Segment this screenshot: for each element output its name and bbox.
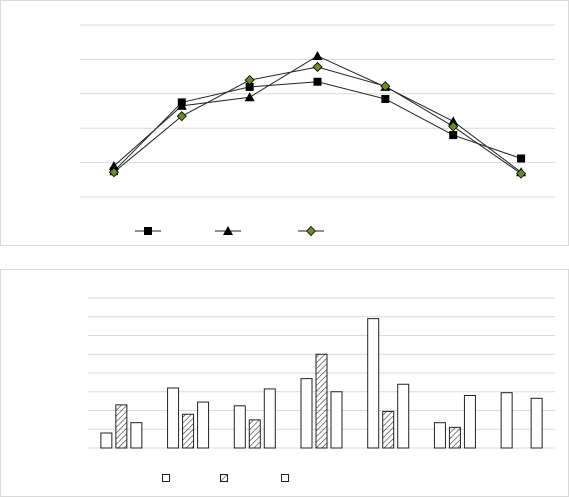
data-point: [314, 78, 322, 86]
bar: [183, 414, 194, 448]
bar: [501, 393, 512, 448]
legend-swatch: [282, 475, 289, 482]
bar: [316, 354, 327, 448]
bar: [464, 396, 475, 449]
bar: [368, 319, 379, 448]
bar: [198, 402, 209, 448]
bar: [383, 411, 394, 448]
bar: [116, 405, 127, 448]
bar: [531, 398, 542, 448]
bar: [131, 423, 142, 448]
bar: [234, 406, 245, 448]
bar-chart-frame: [1, 270, 569, 497]
bar: [331, 392, 342, 448]
line-chart-frame: [1, 1, 569, 246]
data-point: [517, 154, 525, 162]
bar: [398, 384, 409, 448]
legend-swatch: [221, 475, 228, 482]
data-point: [449, 131, 457, 139]
legend-swatch: [163, 475, 170, 482]
bar: [101, 433, 112, 448]
bar: [301, 379, 312, 448]
bar: [264, 389, 275, 448]
bar: [168, 388, 179, 448]
bar: [249, 420, 260, 448]
data-point: [381, 95, 389, 103]
bar: [434, 423, 445, 448]
legend-marker: [144, 227, 152, 235]
bar: [449, 427, 460, 448]
